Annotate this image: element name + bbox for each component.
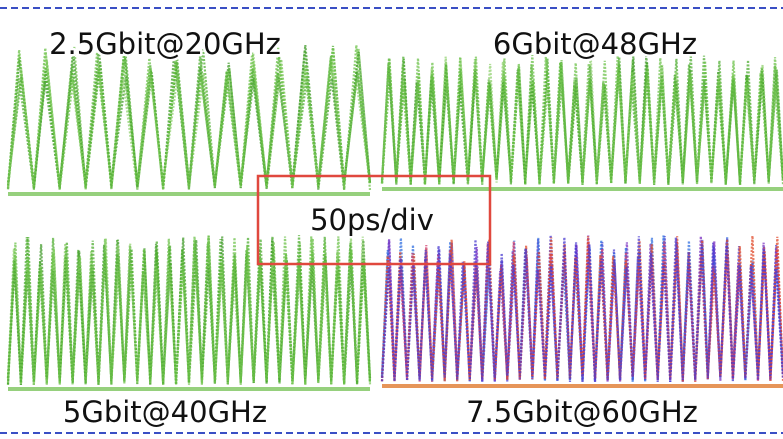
trace — [6, 235, 372, 385]
trace — [6, 45, 372, 191]
scale-box — [256, 174, 492, 266]
panel-label: 6Gbit@48GHz — [493, 27, 697, 61]
trace — [380, 236, 783, 383]
trace — [380, 235, 783, 382]
panel-label: 5Gbit@40GHz — [63, 395, 267, 429]
scale-label: 50ps/div — [310, 203, 434, 237]
panel-label: 7.5Gbit@60GHz — [466, 395, 698, 429]
trace — [380, 54, 783, 186]
panel-label: 2.5Gbit@20GHz — [49, 27, 281, 61]
